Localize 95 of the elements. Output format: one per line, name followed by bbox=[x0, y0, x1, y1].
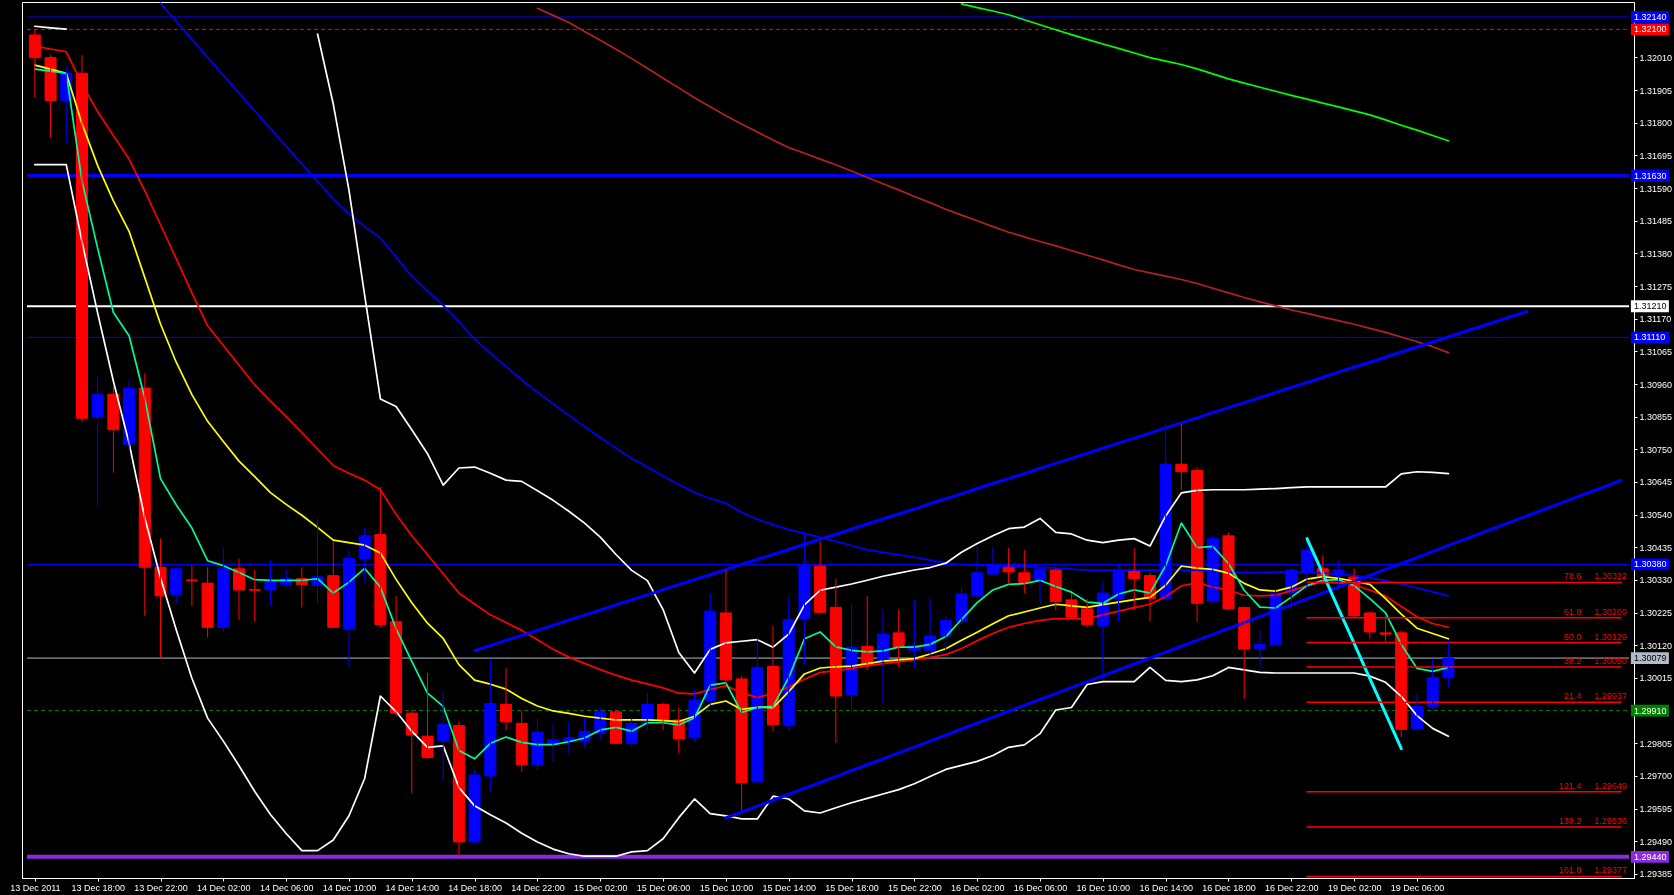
y-tick-label: 1.29385 bbox=[1639, 869, 1673, 880]
candlestick bbox=[1175, 423, 1188, 491]
x-tick-label: 13 Dec 2011 bbox=[10, 882, 61, 893]
candlestick bbox=[185, 564, 198, 607]
x-tick-label: 15 Dec 18:00 bbox=[825, 882, 879, 893]
y-tick-label: 1.31380 bbox=[1639, 248, 1673, 259]
line-series bbox=[960, 3, 1450, 142]
annotation: 138.2 bbox=[1558, 815, 1582, 826]
x-tick-label: 14 Dec 06:00 bbox=[259, 882, 314, 893]
y-tick-label: 1.30330 bbox=[1639, 575, 1673, 586]
candlestick bbox=[468, 769, 481, 844]
annotation: 161.8 bbox=[1558, 865, 1582, 876]
ref-line-label: 1.31210 bbox=[1634, 301, 1667, 312]
x-tick-label: 16 Dec 10:00 bbox=[1076, 882, 1131, 893]
candlestick bbox=[421, 672, 434, 760]
annotation: 21.4 bbox=[1563, 691, 1582, 702]
line-series bbox=[1305, 537, 1403, 751]
candlestick bbox=[1002, 547, 1015, 585]
annotation: 1.30322 bbox=[1594, 571, 1627, 582]
candlestick bbox=[248, 569, 261, 623]
y-tick-label: 1.29805 bbox=[1639, 738, 1673, 749]
x-tick-label: 14 Dec 10:00 bbox=[322, 882, 377, 893]
y-tick-label: 1.31275 bbox=[1639, 281, 1673, 292]
x-tick-label: 15 Dec 06:00 bbox=[636, 882, 691, 893]
x-tick-label: 16 Dec 14:00 bbox=[1139, 882, 1193, 893]
candlestick bbox=[484, 658, 497, 793]
candlestick bbox=[374, 486, 387, 628]
x-tick-label: 16 Dec 06:00 bbox=[1013, 882, 1068, 893]
y-tick-label: 1.30960 bbox=[1639, 379, 1673, 390]
x-tick-label: 14 Dec 14:00 bbox=[385, 882, 440, 893]
y-tick-label: 1.30120 bbox=[1639, 640, 1673, 651]
line-series bbox=[536, 7, 1450, 354]
ref-line-label: 1.29440 bbox=[1634, 851, 1667, 862]
y-tick-label: 1.29490 bbox=[1639, 836, 1673, 847]
annotation: 121.4 bbox=[1558, 780, 1582, 791]
annotation: 1.29937 bbox=[1594, 691, 1627, 702]
ref-line-label: 1.29910 bbox=[1634, 705, 1667, 716]
x-tick-label: 14 Dec 22:00 bbox=[511, 882, 565, 893]
y-tick-label: 1.30540 bbox=[1639, 510, 1673, 521]
x-tick-label: 13 Dec 18:00 bbox=[71, 882, 125, 893]
ref-line-label: 1.31630 bbox=[1634, 170, 1667, 181]
candlestick bbox=[437, 690, 450, 782]
annotation: 1.30129 bbox=[1594, 631, 1627, 642]
annotation: 1.30209 bbox=[1594, 606, 1627, 617]
candlestick bbox=[1018, 549, 1031, 594]
y-tick-label: 1.30225 bbox=[1639, 608, 1673, 619]
y-tick-label: 1.30750 bbox=[1639, 444, 1673, 455]
x-tick-label: 14 Dec 02:00 bbox=[197, 882, 251, 893]
y-tick-label: 1.31695 bbox=[1639, 150, 1673, 161]
annotation: 1.29649 bbox=[1594, 780, 1627, 791]
ref-line-label: 1.32100 bbox=[1634, 24, 1667, 35]
y-tick-label: 1.31065 bbox=[1639, 346, 1673, 357]
y-tick-label: 1.31590 bbox=[1639, 183, 1673, 194]
candlestick bbox=[107, 386, 120, 474]
y-tick-label: 1.31905 bbox=[1639, 85, 1673, 96]
x-tick-label: 19 Dec 06:00 bbox=[1390, 882, 1445, 893]
x-tick-label: 16 Dec 22:00 bbox=[1265, 882, 1319, 893]
x-tick-label: 19 Dec 02:00 bbox=[1327, 882, 1382, 893]
x-tick-label: 15 Dec 02:00 bbox=[573, 882, 628, 893]
x-tick-label: 16 Dec 18:00 bbox=[1202, 882, 1256, 893]
ref-line-label: 1.32140 bbox=[1634, 11, 1667, 22]
x-tick-label: 15 Dec 10:00 bbox=[699, 882, 754, 893]
y-tick-label: 1.30435 bbox=[1639, 542, 1673, 553]
annotation: 1.29536 bbox=[1594, 815, 1627, 826]
annotation: 78.6 bbox=[1563, 571, 1582, 582]
x-tick-label: 15 Dec 22:00 bbox=[888, 882, 942, 893]
y-tick-label: 1.30015 bbox=[1639, 673, 1673, 684]
ref-line-label: 1.30380 bbox=[1634, 559, 1667, 570]
candlestick bbox=[531, 718, 544, 771]
annotation: 1.30050 bbox=[1594, 656, 1627, 667]
x-tick-label: 15 Dec 14:00 bbox=[762, 882, 817, 893]
candlestick bbox=[170, 566, 183, 605]
candlestick bbox=[1065, 592, 1078, 620]
candlestick bbox=[201, 566, 214, 639]
candlestick bbox=[1222, 532, 1235, 611]
x-tick-label: 13 Dec 22:00 bbox=[134, 882, 188, 893]
x-tick-label: 14 Dec 18:00 bbox=[448, 882, 502, 893]
ref-line-label: 1.31110 bbox=[1634, 332, 1666, 343]
y-tick-label: 1.30855 bbox=[1639, 412, 1673, 423]
y-tick-label: 1.30645 bbox=[1639, 477, 1673, 488]
y-tick-label: 1.29595 bbox=[1639, 804, 1673, 815]
y-tick-label: 1.31170 bbox=[1639, 314, 1672, 325]
candlestick bbox=[955, 586, 968, 625]
annotation: 38.2 bbox=[1563, 656, 1582, 667]
candlestick bbox=[91, 374, 104, 508]
annotation: 1.29377 bbox=[1594, 865, 1627, 876]
ref-line-label: 1.30079 bbox=[1634, 653, 1667, 664]
candlestick bbox=[44, 54, 57, 139]
y-tick-label: 1.32010 bbox=[1639, 52, 1673, 63]
x-tick-label: 16 Dec 02:00 bbox=[950, 882, 1005, 893]
y-tick-label: 1.31800 bbox=[1639, 118, 1673, 129]
y-tick-label: 1.31485 bbox=[1639, 216, 1673, 227]
annotation: 61.8 bbox=[1563, 606, 1582, 617]
annotation: 50.0 bbox=[1563, 631, 1582, 642]
y-tick-label: 1.29700 bbox=[1639, 771, 1673, 782]
